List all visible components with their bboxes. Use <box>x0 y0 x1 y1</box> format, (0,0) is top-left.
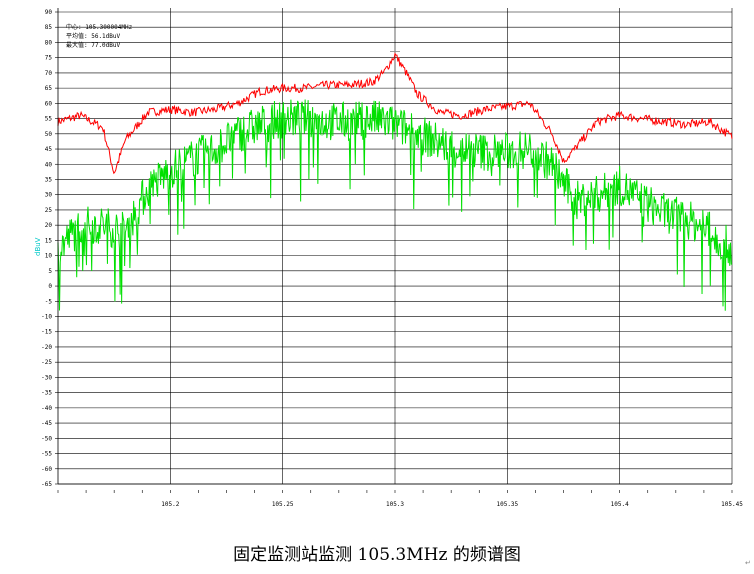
y-tick-label: -10 <box>41 314 52 321</box>
y-tick-label: -5 <box>45 298 53 305</box>
y-tick-label: 60 <box>45 100 53 107</box>
y-tick-label: -45 <box>41 420 52 427</box>
x-tick-label: 105.3 <box>386 501 404 508</box>
tick-labels: 908580757065605550454035302520151050-5-1… <box>41 9 743 508</box>
y-tick-label: -30 <box>41 374 52 381</box>
y-tick-label: 85 <box>45 24 53 31</box>
y-tick-label: 45 <box>45 146 53 153</box>
x-tick-label: 105.35 <box>496 501 518 508</box>
center-freq-annotation: 中心: 105.300004MHz <box>66 23 133 31</box>
spectrum-chart: 908580757065605550454035302520151050-5-1… <box>34 8 743 508</box>
y-tick-label: -35 <box>41 390 52 397</box>
y-tick-label: -60 <box>41 466 52 473</box>
x-tick-label: 105.4 <box>611 501 629 508</box>
y-tick-label: 30 <box>45 192 53 199</box>
y-tick-label: 90 <box>45 9 53 16</box>
x-tick-label: 105.25 <box>272 501 294 508</box>
avg-level-annotation: 平均值: 56.1dBuV <box>66 32 121 40</box>
y-tick-label: -50 <box>41 435 52 442</box>
y-tick-label: 20 <box>45 222 53 229</box>
figure-caption: 固定监测站监测 105.3MHz 的频谱图 <box>233 545 521 565</box>
y-axis-label: dBuV <box>34 237 42 256</box>
y-tick-label: 65 <box>45 85 53 92</box>
y-tick-label: 0 <box>48 283 52 290</box>
max-hold-trace <box>57 52 733 175</box>
y-tick-label: 40 <box>45 161 53 168</box>
series-layer <box>57 51 733 311</box>
y-tick-label: 50 <box>45 131 53 138</box>
axes <box>57 8 733 493</box>
y-tick-label: 70 <box>45 70 53 77</box>
y-tick-label: -55 <box>41 451 52 458</box>
max-level-annotation: 最大值: 77.0dBuV <box>66 41 121 49</box>
paragraph-mark: ↵ <box>745 559 751 567</box>
y-tick-label: -65 <box>41 481 52 488</box>
y-tick-label: 80 <box>45 39 53 46</box>
y-tick-label: 75 <box>45 55 53 62</box>
y-tick-label: -20 <box>41 344 52 351</box>
y-tick-label: 25 <box>45 207 53 214</box>
y-tick-label: -25 <box>41 359 52 366</box>
y-tick-label: 10 <box>45 253 53 260</box>
y-tick-label: 35 <box>45 176 53 183</box>
y-tick-label: 55 <box>45 116 53 123</box>
y-tick-label: -40 <box>41 405 52 412</box>
x-tick-label: 105.45 <box>721 501 743 508</box>
current-trace <box>57 99 733 311</box>
y-tick-label: 15 <box>45 237 53 244</box>
y-tick-label: -15 <box>41 329 52 336</box>
x-tick-label: 105.2 <box>161 501 179 508</box>
y-tick-label: 5 <box>48 268 52 275</box>
